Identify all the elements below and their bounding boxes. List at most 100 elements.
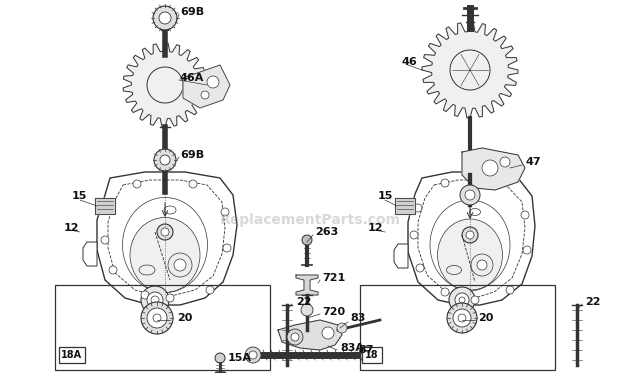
Circle shape xyxy=(109,266,117,274)
Circle shape xyxy=(462,227,478,243)
Circle shape xyxy=(471,296,479,304)
Circle shape xyxy=(477,260,487,270)
Circle shape xyxy=(157,224,173,240)
Circle shape xyxy=(154,149,176,171)
Polygon shape xyxy=(95,198,115,214)
Circle shape xyxy=(174,259,186,271)
Circle shape xyxy=(491,179,499,187)
Circle shape xyxy=(141,302,173,334)
Circle shape xyxy=(287,329,303,345)
Circle shape xyxy=(453,309,471,327)
Polygon shape xyxy=(97,172,237,305)
Circle shape xyxy=(414,204,422,212)
Circle shape xyxy=(450,50,490,90)
Text: 69B: 69B xyxy=(180,7,204,17)
Circle shape xyxy=(460,185,480,205)
Polygon shape xyxy=(83,242,97,266)
Text: 83A: 83A xyxy=(340,343,364,353)
Circle shape xyxy=(215,353,225,363)
Circle shape xyxy=(441,179,449,187)
Circle shape xyxy=(500,157,510,167)
Circle shape xyxy=(441,288,449,296)
Polygon shape xyxy=(462,148,525,190)
Text: 721: 721 xyxy=(322,273,345,283)
Circle shape xyxy=(201,91,209,99)
Circle shape xyxy=(168,253,192,277)
Circle shape xyxy=(101,236,109,244)
Circle shape xyxy=(160,155,170,165)
Text: 22: 22 xyxy=(296,297,311,307)
Circle shape xyxy=(447,303,477,333)
Text: 46: 46 xyxy=(402,57,418,67)
Circle shape xyxy=(506,286,514,294)
Circle shape xyxy=(153,6,177,30)
Polygon shape xyxy=(183,65,230,108)
Polygon shape xyxy=(394,244,408,268)
Circle shape xyxy=(455,293,469,307)
Circle shape xyxy=(161,228,169,236)
Circle shape xyxy=(410,231,418,239)
Circle shape xyxy=(153,314,161,322)
Circle shape xyxy=(133,180,141,188)
Circle shape xyxy=(159,12,171,24)
Text: 263: 263 xyxy=(315,227,339,237)
Text: 12: 12 xyxy=(64,223,79,233)
Polygon shape xyxy=(278,320,342,350)
Text: 47: 47 xyxy=(525,157,541,167)
Circle shape xyxy=(207,76,219,88)
Circle shape xyxy=(147,67,183,103)
Circle shape xyxy=(364,351,372,359)
Circle shape xyxy=(302,235,312,245)
Circle shape xyxy=(147,308,167,328)
Circle shape xyxy=(523,246,531,254)
Text: 20: 20 xyxy=(177,313,192,323)
Circle shape xyxy=(221,208,229,216)
Circle shape xyxy=(458,314,466,322)
Circle shape xyxy=(449,287,475,313)
Text: 18: 18 xyxy=(365,350,379,360)
Circle shape xyxy=(416,264,424,272)
Bar xyxy=(55,285,270,370)
Circle shape xyxy=(301,304,313,316)
Text: 15A: 15A xyxy=(228,353,252,363)
Text: 83: 83 xyxy=(350,313,365,323)
Polygon shape xyxy=(422,22,518,118)
Circle shape xyxy=(466,231,474,239)
Circle shape xyxy=(360,347,376,363)
Circle shape xyxy=(465,190,475,200)
Text: 720: 720 xyxy=(322,307,345,317)
Ellipse shape xyxy=(130,217,200,292)
Polygon shape xyxy=(395,198,415,214)
Circle shape xyxy=(223,244,231,252)
Circle shape xyxy=(141,291,149,299)
Ellipse shape xyxy=(438,219,502,291)
Polygon shape xyxy=(296,275,318,295)
Circle shape xyxy=(189,180,197,188)
Circle shape xyxy=(141,286,169,314)
Polygon shape xyxy=(123,43,207,127)
Text: ReplacementParts.com: ReplacementParts.com xyxy=(219,213,401,227)
Text: 12: 12 xyxy=(368,223,384,233)
Text: 15: 15 xyxy=(378,191,393,201)
Circle shape xyxy=(291,333,299,341)
Circle shape xyxy=(322,327,334,339)
Circle shape xyxy=(245,347,261,363)
Circle shape xyxy=(166,294,174,302)
Bar xyxy=(360,285,555,370)
Text: 18A: 18A xyxy=(61,350,82,360)
Circle shape xyxy=(249,351,257,359)
Circle shape xyxy=(151,296,159,304)
Polygon shape xyxy=(408,172,535,305)
Text: 15: 15 xyxy=(72,191,87,201)
Circle shape xyxy=(337,323,347,333)
Circle shape xyxy=(521,211,529,219)
Text: 69B: 69B xyxy=(180,150,204,160)
Circle shape xyxy=(147,292,163,308)
Circle shape xyxy=(206,286,214,294)
Circle shape xyxy=(471,254,493,276)
Text: 22: 22 xyxy=(585,297,601,307)
Text: 87: 87 xyxy=(358,345,373,355)
Circle shape xyxy=(482,160,498,176)
Circle shape xyxy=(459,297,465,303)
Text: 46A: 46A xyxy=(180,73,205,83)
